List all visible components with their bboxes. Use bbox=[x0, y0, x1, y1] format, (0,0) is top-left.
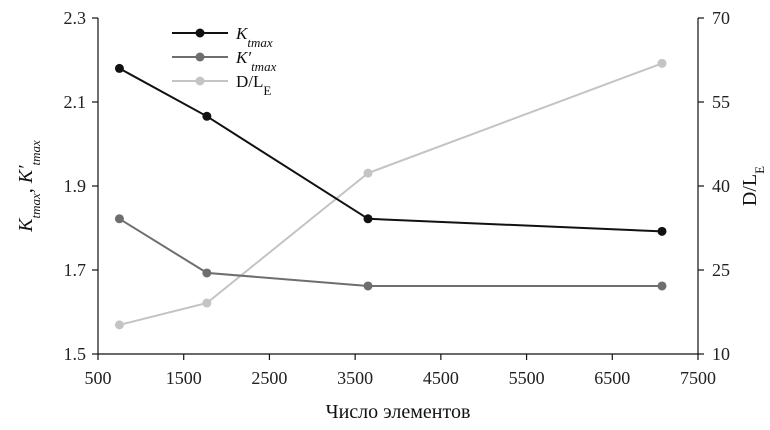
x-tick-label: 7500 bbox=[680, 368, 716, 388]
series-point-1 bbox=[657, 281, 667, 291]
y-right-tick-label: 10 bbox=[712, 344, 730, 364]
legend-label-2: D/LE bbox=[236, 72, 271, 98]
series-layer bbox=[114, 58, 667, 330]
series-line-1 bbox=[118, 217, 662, 287]
y-left-tick-label: 2.1 bbox=[64, 92, 87, 112]
ticks: 500 1500 2500 3500 4500 5500 6500 7500 1.5 1.7 1.9… bbox=[64, 8, 731, 388]
y-right-tick-label: 70 bbox=[712, 8, 730, 28]
x-tick-label: 5500 bbox=[509, 368, 545, 388]
y-axis-left-title: Ktmax, K′tmax bbox=[15, 140, 43, 233]
x-axis-title: Число элементов bbox=[326, 401, 471, 423]
y-axis-right-title: D/LE bbox=[739, 166, 767, 206]
x-tick-label: 3500 bbox=[337, 368, 373, 388]
axes bbox=[97, 18, 699, 355]
series-point-0 bbox=[114, 63, 124, 73]
series-point-2 bbox=[363, 168, 373, 178]
y-left-tick-label: 2.3 bbox=[64, 8, 87, 28]
series-point-1 bbox=[202, 268, 212, 278]
legend-label-0: Ktmax bbox=[235, 24, 273, 50]
legend-label-1: K′tmax bbox=[235, 48, 277, 74]
series-point-2 bbox=[657, 58, 667, 68]
x-tick-label: 1500 bbox=[166, 368, 202, 388]
series-point-0 bbox=[363, 214, 373, 224]
series-point-1 bbox=[363, 281, 373, 291]
y-right-tick-label: 25 bbox=[712, 260, 730, 280]
series-point-0 bbox=[202, 111, 212, 121]
series-point-1 bbox=[114, 214, 124, 224]
y-left-tick-label: 1.5 bbox=[64, 344, 87, 364]
series-line-2 bbox=[119, 62, 663, 326]
y-right-tick-label: 55 bbox=[712, 92, 730, 112]
series-point-0 bbox=[657, 226, 667, 236]
x-tick-label: 4500 bbox=[423, 368, 459, 388]
x-tick-label: 2500 bbox=[251, 368, 287, 388]
y-right-tick-label: 40 bbox=[712, 176, 730, 196]
series-line-0 bbox=[118, 67, 663, 233]
x-tick-label: 6500 bbox=[594, 368, 630, 388]
legend-marker-2 bbox=[195, 76, 205, 86]
legend-marker-0 bbox=[195, 28, 205, 38]
y-left-tick-label: 1.7 bbox=[64, 260, 87, 280]
series-point-2 bbox=[202, 298, 212, 308]
legend-marker-1 bbox=[195, 52, 205, 62]
series-point-2 bbox=[114, 320, 124, 330]
y-left-tick-label: 1.9 bbox=[64, 176, 87, 196]
x-tick-label: 500 bbox=[85, 368, 112, 388]
